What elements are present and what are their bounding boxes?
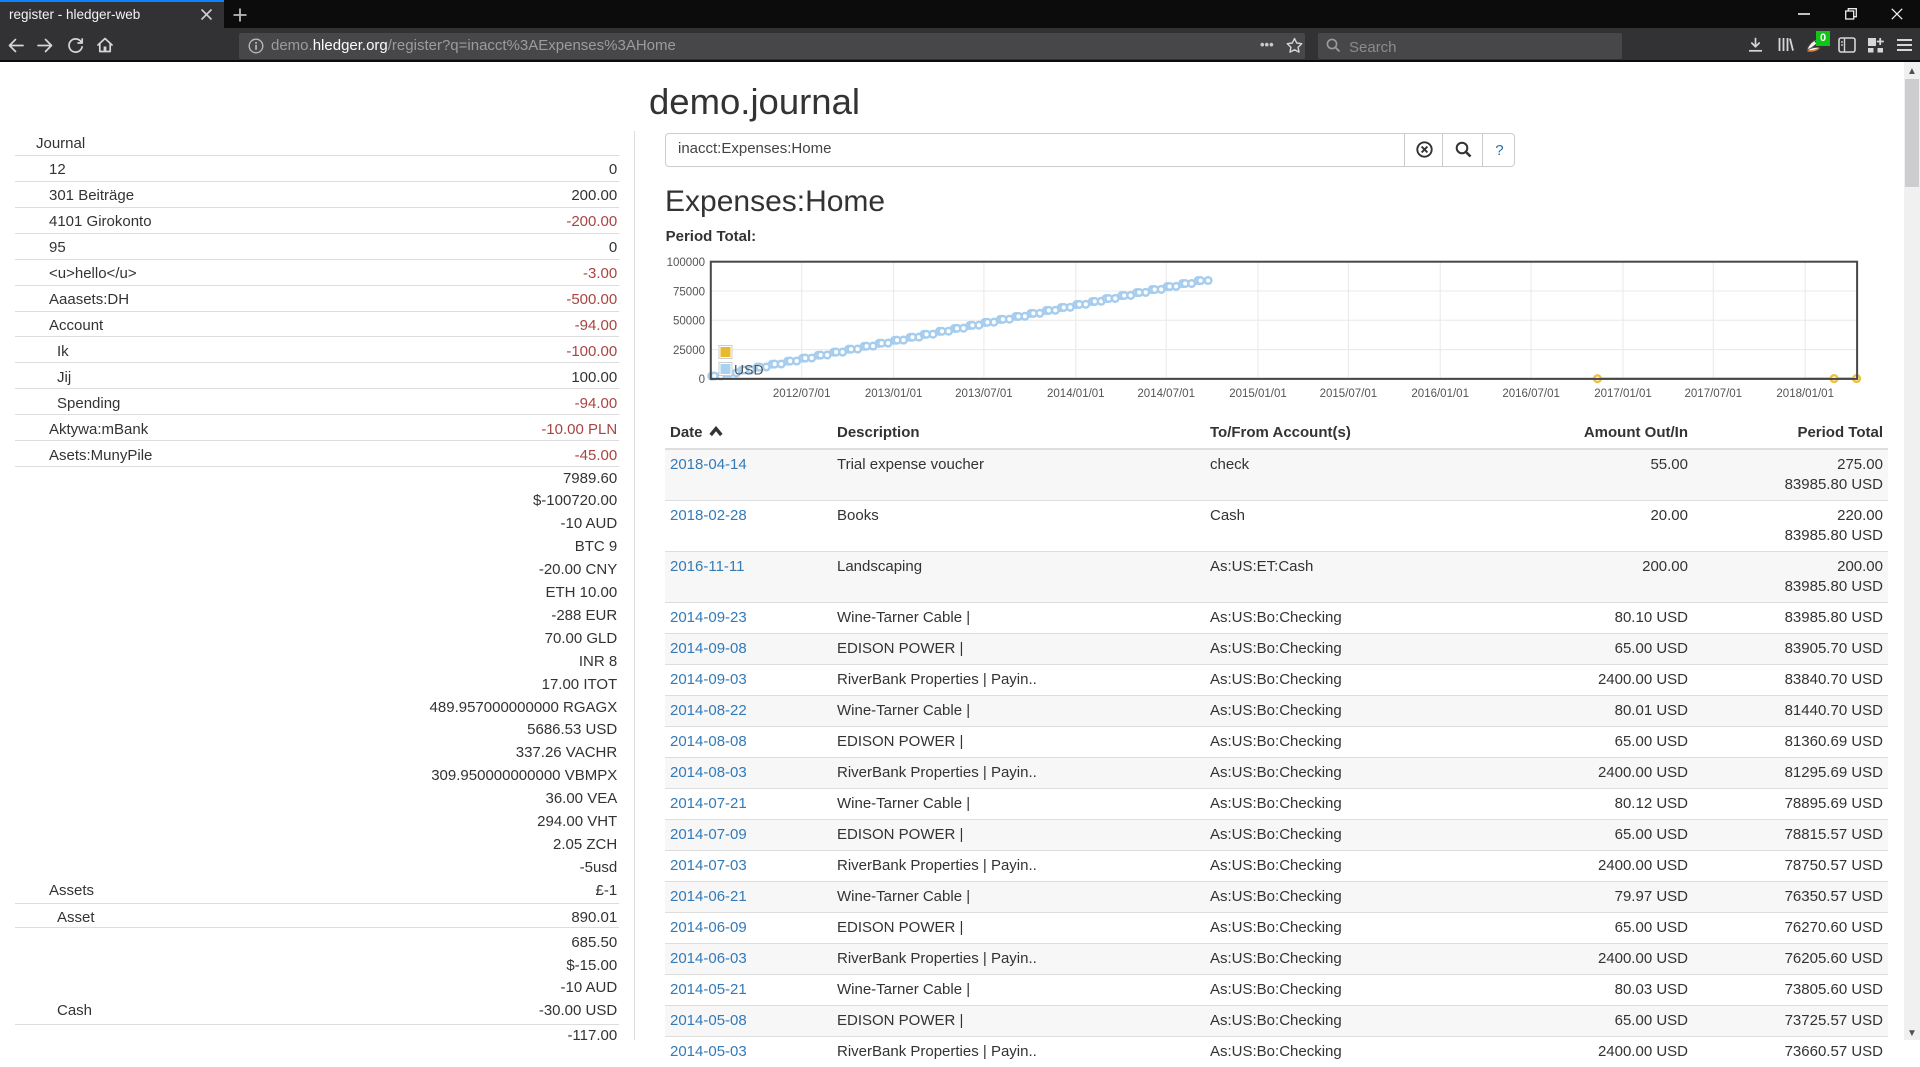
svg-text:2015/07/01: 2015/07/01 <box>1320 388 1378 400</box>
svg-text:2013/07/01: 2013/07/01 <box>955 388 1013 400</box>
svg-text:100000: 100000 <box>667 257 705 269</box>
svg-text:2016/01/01: 2016/01/01 <box>1411 388 1469 400</box>
svg-text:2012/07/01: 2012/07/01 <box>773 388 831 400</box>
svg-text:75000: 75000 <box>673 286 705 298</box>
svg-text:0: 0 <box>699 374 705 386</box>
svg-text:2013/01/01: 2013/01/01 <box>865 388 923 400</box>
svg-text:2015/01/01: 2015/01/01 <box>1229 388 1287 400</box>
svg-text:2017/01/01: 2017/01/01 <box>1594 388 1652 400</box>
svg-text:USD: USD <box>734 361 764 377</box>
svg-text:25000: 25000 <box>673 345 705 357</box>
svg-text:50000: 50000 <box>673 316 705 328</box>
svg-text:2018/01/01: 2018/01/01 <box>1776 388 1834 400</box>
svg-text:2014/01/01: 2014/01/01 <box>1047 388 1105 400</box>
svg-text:2017/07/01: 2017/07/01 <box>1685 388 1743 400</box>
svg-text:2016/07/01: 2016/07/01 <box>1502 388 1560 400</box>
svg-text:2014/07/01: 2014/07/01 <box>1137 388 1195 400</box>
